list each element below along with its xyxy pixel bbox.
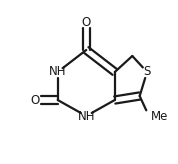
Text: NH: NH [77,110,95,123]
Text: S: S [143,65,151,79]
Text: NH: NH [49,65,66,79]
Text: Me: Me [151,110,168,123]
Text: O: O [30,93,39,106]
Text: O: O [82,16,91,29]
